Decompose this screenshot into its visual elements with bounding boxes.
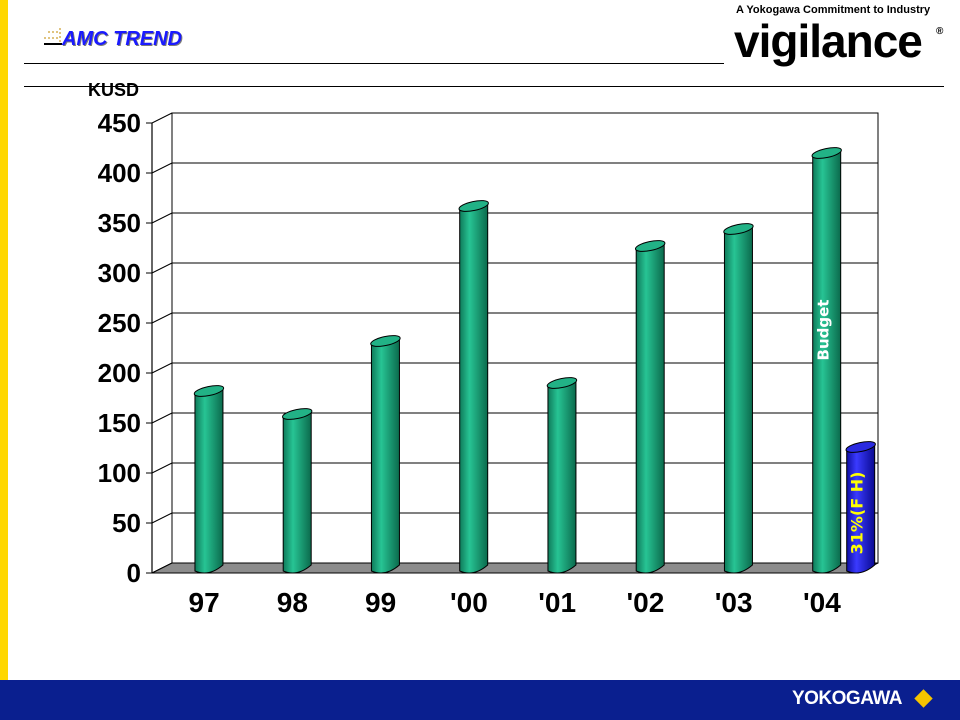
y-tick-label: 0 (127, 558, 141, 588)
gridline-side (151, 212, 173, 224)
budget-label: Budget (815, 300, 833, 361)
plot-back-wall (171, 112, 879, 564)
plot-floor (151, 562, 879, 574)
bar (635, 242, 665, 574)
bar (459, 202, 489, 574)
x-tick-label: 97 (189, 587, 220, 618)
bar-cap (370, 335, 401, 347)
x-tick-label: '00 (450, 587, 488, 618)
footer-logo: YOKOGAWA (791, 688, 903, 709)
bar (370, 337, 400, 574)
brand-registered-mark: ® (936, 26, 944, 37)
yokogawa-diamond-icon (914, 689, 933, 708)
gridline-side (151, 362, 173, 374)
gridline-side (151, 162, 173, 174)
y-tick-label: 350 (98, 208, 141, 238)
gridline-side (151, 412, 173, 424)
bar-cap (193, 385, 225, 397)
footer-bar: YOKOGAWA (0, 680, 960, 720)
bar (282, 410, 312, 574)
gridline-side (151, 512, 173, 524)
bar-cap (281, 408, 313, 420)
bar (723, 225, 753, 574)
header-divider-bottom (24, 86, 944, 87)
forecast-bar-cap (845, 441, 876, 453)
brand-tagline: A Yokogawa Commitment to Industry (736, 4, 931, 16)
bar (547, 379, 577, 574)
gridline-side (151, 112, 173, 124)
brand-logo: vigilance (734, 15, 923, 67)
x-tick-label: '03 (715, 587, 753, 618)
y-tick-label: 200 (98, 358, 141, 388)
y-axis-unit-label: KUSD (88, 80, 140, 100)
header-divider-top (24, 63, 724, 64)
y-tick-label: 150 (98, 408, 141, 438)
x-tick-label: '01 (538, 587, 576, 618)
bar-cap (458, 200, 489, 212)
x-tick-label: '04 (803, 587, 841, 618)
y-tick-label: 50 (112, 508, 141, 538)
bar (194, 387, 224, 574)
y-tick-label: 100 (98, 458, 141, 488)
amc-trend-bar-chart: 0 50 100 150 200 250 300 350 400 450 97 98 99 '00 '01 '… (98, 108, 879, 618)
left-accent-bar (0, 0, 8, 720)
forecast-bar (846, 443, 876, 574)
gridline-side (151, 262, 173, 274)
y-tick-label: 450 (98, 108, 141, 138)
x-tick-label: '02 (626, 587, 664, 618)
gridline-side (151, 312, 173, 324)
title-bullet-icon (44, 28, 62, 45)
bar (812, 149, 842, 574)
gridline-side (151, 462, 173, 474)
x-tick-label: 98 (277, 587, 308, 618)
x-tick-label: 99 (365, 587, 396, 618)
bar-cap (546, 377, 578, 389)
y-tick-label: 400 (98, 158, 141, 188)
y-tick-label: 300 (98, 258, 141, 288)
bar-cap (811, 147, 842, 159)
forecast-label: 31%(F H) (848, 472, 867, 555)
page-title: AMC TREND (62, 28, 182, 50)
bar-cap (634, 240, 666, 252)
bar-cap (723, 223, 754, 235)
y-tick-label: 250 (98, 308, 141, 338)
